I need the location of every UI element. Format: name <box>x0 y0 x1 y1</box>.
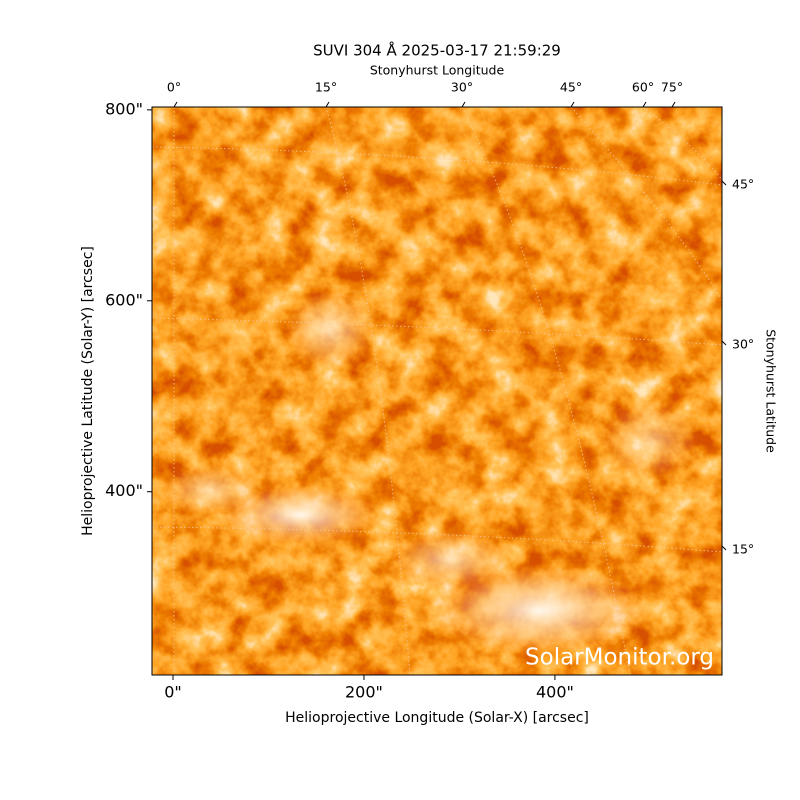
top-tick-label: 45° <box>560 80 582 95</box>
right-tick-label: 30° <box>732 337 754 352</box>
y-axis-label: Helioprojective Latitude (Solar-Y) [arcs… <box>80 246 96 536</box>
y-tick-label: 800" <box>105 99 143 118</box>
x-tick-label: 200" <box>345 683 383 702</box>
top-tick <box>325 101 330 108</box>
top-tick <box>461 101 466 108</box>
top-tick-label: 60° <box>632 80 654 95</box>
chart-title: SUVI 304 Å 2025-03-17 21:59:29 <box>313 41 561 60</box>
x-tick-label: 0" <box>164 683 182 702</box>
watermark: SolarMonitor.org <box>525 645 714 671</box>
top-tick <box>173 101 178 108</box>
top-tick-label: 0° <box>167 80 181 95</box>
top-tick <box>671 101 676 108</box>
y-tick-label: 400" <box>105 481 143 500</box>
y-tick-label: 600" <box>105 290 143 309</box>
right-tick <box>721 180 727 186</box>
top-axis-label: Stonyhurst Longitude <box>370 63 505 78</box>
top-tick-label: 15° <box>315 80 337 95</box>
right-axis-label: Stonyhurst Latitude <box>764 329 779 453</box>
plot-frame <box>151 106 723 676</box>
x-axis-label: Helioprojective Longitude (Solar-X) [arc… <box>285 710 589 726</box>
right-tick <box>721 340 727 346</box>
right-tick-label: 15° <box>732 542 754 557</box>
top-tick-label: 75° <box>661 80 683 95</box>
top-tick <box>642 101 647 108</box>
x-tick-label: 400" <box>536 683 574 702</box>
right-tick-label: 45° <box>732 177 754 192</box>
solar-image <box>152 107 722 675</box>
right-tick <box>721 545 727 551</box>
top-tick <box>570 101 575 108</box>
top-tick-label: 30° <box>451 80 473 95</box>
